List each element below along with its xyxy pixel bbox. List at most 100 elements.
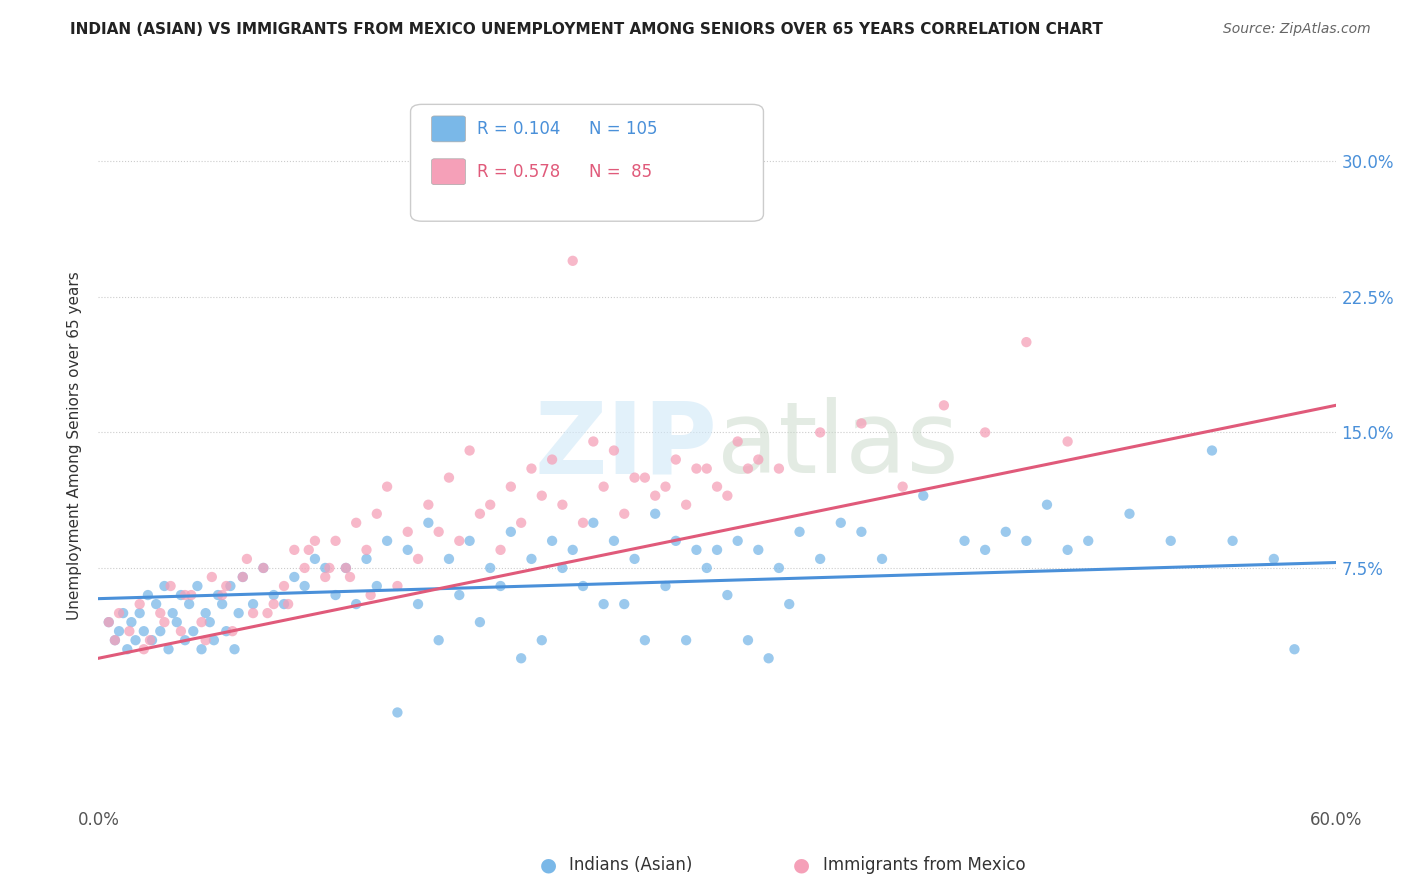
Point xyxy=(737,461,759,475)
Point xyxy=(201,570,224,584)
Point xyxy=(1222,533,1244,548)
Text: R = 0.578: R = 0.578 xyxy=(477,162,560,181)
Point xyxy=(685,542,707,557)
Point xyxy=(437,552,460,566)
Point xyxy=(294,579,316,593)
Point xyxy=(170,624,193,639)
Point xyxy=(242,597,264,611)
Point xyxy=(582,434,605,449)
Point xyxy=(118,624,141,639)
Point xyxy=(510,651,533,665)
Text: ZIP: ZIP xyxy=(534,398,717,494)
Point xyxy=(366,579,388,593)
Point xyxy=(418,516,440,530)
Point xyxy=(623,470,645,484)
Point xyxy=(613,597,636,611)
Point xyxy=(582,516,605,530)
Point xyxy=(932,398,955,412)
Point xyxy=(561,542,583,557)
Point xyxy=(675,498,697,512)
Point xyxy=(325,588,347,602)
Point xyxy=(1015,335,1038,350)
Point xyxy=(190,615,212,629)
Point xyxy=(541,452,564,467)
Point xyxy=(360,588,382,602)
Point xyxy=(263,597,285,611)
Point xyxy=(1056,434,1078,449)
Point xyxy=(644,507,666,521)
Point xyxy=(344,597,367,611)
Point xyxy=(207,588,229,602)
Point xyxy=(283,570,305,584)
Point xyxy=(572,579,595,593)
Point xyxy=(108,624,131,639)
Point xyxy=(277,597,299,611)
Point xyxy=(356,552,378,566)
Point xyxy=(530,633,553,648)
Point xyxy=(128,597,150,611)
Point xyxy=(406,597,429,611)
Point xyxy=(418,498,440,512)
Point xyxy=(120,615,142,629)
Point xyxy=(211,588,233,602)
Point xyxy=(789,524,811,539)
Point xyxy=(283,542,305,557)
Point xyxy=(716,489,738,503)
Point xyxy=(603,533,626,548)
Point xyxy=(706,542,728,557)
Point xyxy=(198,615,221,629)
Point xyxy=(97,615,120,629)
Point xyxy=(891,480,914,494)
Point xyxy=(458,533,481,548)
Point xyxy=(449,533,471,548)
Text: atlas: atlas xyxy=(717,398,959,494)
Point xyxy=(149,624,172,639)
Point xyxy=(974,542,997,557)
Point xyxy=(1284,642,1306,657)
Point xyxy=(344,516,367,530)
Point xyxy=(458,443,481,458)
Point xyxy=(737,633,759,648)
Text: Source: ZipAtlas.com: Source: ZipAtlas.com xyxy=(1223,22,1371,37)
Point xyxy=(190,642,212,657)
Point xyxy=(499,480,522,494)
Point xyxy=(181,624,204,639)
Point xyxy=(654,579,676,593)
Point xyxy=(298,542,321,557)
Point xyxy=(194,633,217,648)
Point xyxy=(224,642,246,657)
Point xyxy=(747,542,769,557)
Point xyxy=(159,579,181,593)
Point xyxy=(727,533,749,548)
Point xyxy=(551,561,574,575)
Point xyxy=(304,552,326,566)
Point xyxy=(758,651,780,665)
Point xyxy=(124,633,146,648)
Point xyxy=(427,524,450,539)
Point xyxy=(170,588,193,602)
Point xyxy=(153,615,176,629)
Point xyxy=(520,552,543,566)
Point xyxy=(117,642,139,657)
Point xyxy=(468,615,491,629)
Point xyxy=(396,524,419,539)
Point xyxy=(375,480,398,494)
Point xyxy=(174,633,197,648)
Point xyxy=(479,498,502,512)
Point xyxy=(696,461,718,475)
Point xyxy=(1077,533,1099,548)
Point xyxy=(685,461,707,475)
Point xyxy=(572,516,595,530)
Point xyxy=(644,489,666,503)
Point xyxy=(186,579,208,593)
Point xyxy=(541,533,564,548)
Point xyxy=(489,579,512,593)
Point xyxy=(665,452,688,467)
Point xyxy=(551,498,574,512)
Point xyxy=(768,461,790,475)
Point xyxy=(634,470,657,484)
Point xyxy=(273,579,295,593)
Point xyxy=(696,561,718,575)
Point xyxy=(211,597,233,611)
Point xyxy=(104,633,127,648)
